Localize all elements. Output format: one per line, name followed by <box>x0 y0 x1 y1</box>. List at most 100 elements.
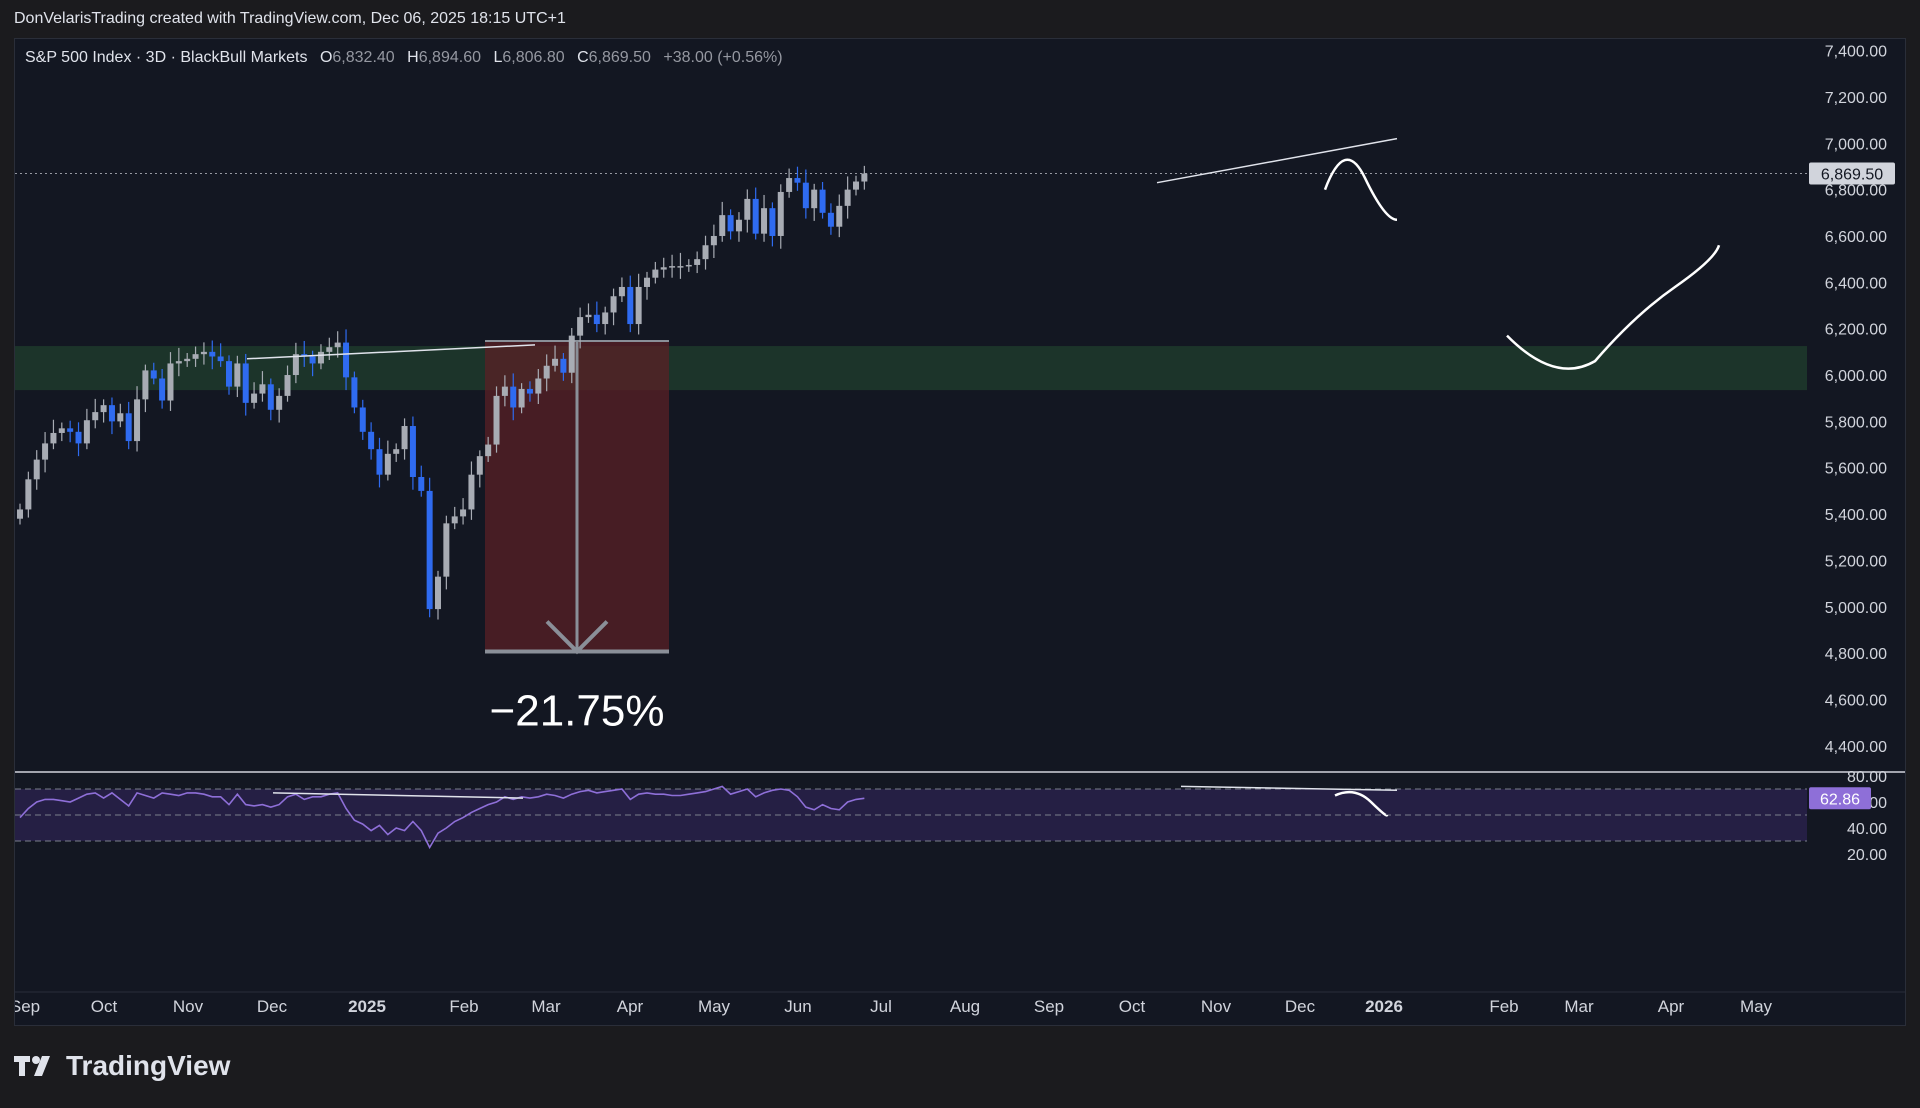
candle <box>685 264 692 267</box>
price-axis-tick: 6,800.00 <box>1825 183 1887 200</box>
candle <box>552 358 559 366</box>
attribution-text: DonVelarisTrading created with TradingVi… <box>14 10 566 27</box>
candle <box>560 358 567 373</box>
candle <box>142 370 149 400</box>
rsi-trendline-right <box>1180 785 1398 792</box>
time-axis-tick: Jul <box>870 997 892 1016</box>
open-value: 6,832.40 <box>332 49 395 66</box>
time-axis-tick: Dec <box>257 997 288 1016</box>
price-chart[interactable]: −21.75%7,400.007,200.007,000.006,800.006… <box>15 39 1905 1025</box>
candle <box>710 235 717 246</box>
candle <box>819 189 826 213</box>
candle <box>284 375 291 396</box>
candle <box>853 181 859 190</box>
candle <box>577 317 584 336</box>
candle <box>602 312 609 325</box>
candle <box>75 431 82 444</box>
chart-panel[interactable]: −21.75% 7,400.00 7,200.00 7,000.00 6,800.00 6… <box>14 38 1906 1026</box>
candle <box>460 509 467 517</box>
candle <box>292 354 299 376</box>
candle <box>175 361 182 364</box>
high-label: H <box>407 49 419 66</box>
time-axis-tick: Sep <box>15 997 40 1016</box>
candle <box>694 259 701 265</box>
candle <box>226 361 232 387</box>
candle <box>727 215 734 232</box>
candle <box>510 386 517 408</box>
last-price-badge <box>1809 162 1895 185</box>
candle <box>167 363 174 401</box>
time-axis-tick: Nov <box>1201 997 1232 1016</box>
drawdown-label: −21.75% <box>490 687 665 736</box>
candle <box>393 449 400 454</box>
last-price-label: 6,869.50 <box>1821 167 1883 184</box>
trendline-upper-right <box>1156 137 1398 184</box>
candle <box>794 178 801 183</box>
symbol-title: S&P 500 Index · 3D · BlackBull Markets <box>25 49 308 66</box>
candle <box>276 395 283 410</box>
time-axis-tick: 2026 <box>1365 997 1403 1016</box>
candle <box>501 386 508 396</box>
candle <box>401 426 408 450</box>
time-axis-tick: Mar <box>531 997 561 1016</box>
tradingview-brand[interactable]: TradingView <box>14 1050 230 1082</box>
projection-down-path <box>1323 158 1398 222</box>
rsi-axis-tick: 40.00 <box>1847 821 1887 838</box>
candle <box>627 286 634 325</box>
support-zone <box>15 346 1807 391</box>
candle <box>719 215 726 236</box>
candle <box>359 407 366 432</box>
candle <box>409 426 416 477</box>
price-axis-tick: 4,400.00 <box>1825 739 1887 756</box>
time-axis-tick: Aug <box>950 997 980 1016</box>
time-axis-tick: Mar <box>1564 997 1594 1016</box>
time-axis-tick: Jun <box>784 997 811 1016</box>
candle <box>33 459 40 480</box>
trendline-upper-left <box>246 344 536 360</box>
candle <box>827 212 834 227</box>
rsi-value-label: 62.86 <box>1820 791 1860 808</box>
candle <box>234 363 241 387</box>
candle <box>844 189 851 206</box>
candle <box>652 269 659 278</box>
open-label: O <box>319 49 333 66</box>
candle <box>209 351 216 357</box>
candle <box>67 428 74 432</box>
price-axis-tick: 5,200.00 <box>1825 553 1887 570</box>
price-axis-tick: 5,000.00 <box>1825 600 1887 617</box>
candle <box>376 449 383 475</box>
candle <box>150 370 157 379</box>
candle <box>443 523 450 577</box>
candle <box>50 432 57 444</box>
time-axis-tick: Sep <box>1034 997 1064 1016</box>
rsi-axis-tick: 20.00 <box>1847 847 1887 864</box>
candle <box>593 314 600 325</box>
candle <box>117 413 124 422</box>
candle <box>192 354 199 359</box>
drawdown-arrow-head <box>545 620 609 655</box>
candle <box>17 509 23 519</box>
time-axis-tick: Nov <box>173 997 204 1016</box>
candle <box>418 477 425 491</box>
time-axis-tick: Apr <box>617 997 644 1016</box>
candle <box>585 314 592 318</box>
time-axis-tick: Feb <box>1489 997 1518 1016</box>
candle <box>426 490 433 610</box>
candle <box>526 388 533 394</box>
brand-name: TradingView <box>66 1050 231 1081</box>
close-value: 6,869.50 <box>588 49 651 66</box>
candle <box>317 351 324 364</box>
candle <box>451 516 458 524</box>
price-axis-tick: 4,600.00 <box>1825 692 1887 709</box>
candle <box>635 286 642 325</box>
candle <box>251 393 258 403</box>
candle <box>326 347 333 352</box>
price-axis-tick: 6,000.00 <box>1825 368 1887 385</box>
candle <box>468 474 475 510</box>
candle <box>242 363 249 403</box>
time-axis-tick: Oct <box>91 997 118 1016</box>
rsi-axis-tick: 80.00 <box>1847 769 1887 786</box>
candle <box>368 431 375 450</box>
candle <box>125 413 132 442</box>
candle <box>334 342 341 348</box>
